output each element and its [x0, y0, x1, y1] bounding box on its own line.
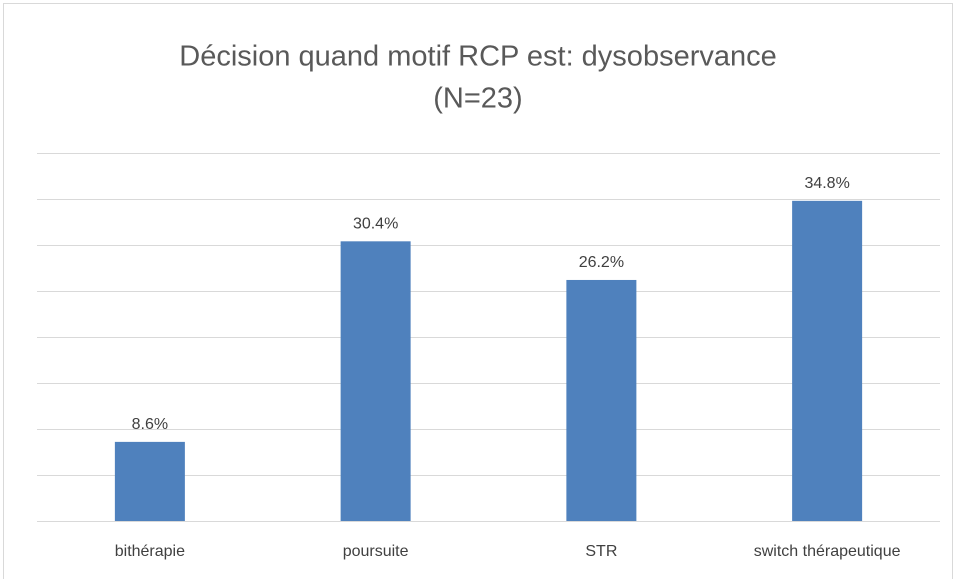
bar	[340, 241, 411, 521]
data-label: 8.6%	[132, 416, 168, 433]
x-tick-label: poursuite	[343, 543, 409, 560]
x-tick-label: STR	[585, 543, 617, 560]
bar	[566, 279, 637, 521]
x-tick-label: switch thérapeutique	[754, 543, 901, 560]
bar	[792, 200, 863, 521]
bar	[114, 441, 185, 521]
chart-title: Décision quand motif RCP est: dysobserva…	[179, 41, 777, 73]
data-label: 34.8%	[804, 175, 849, 192]
data-label: 30.4%	[353, 216, 398, 233]
chart-subtitle: (N=23)	[433, 83, 522, 115]
data-label: 26.2%	[579, 254, 624, 271]
x-tick-label: bithérapie	[115, 543, 185, 560]
